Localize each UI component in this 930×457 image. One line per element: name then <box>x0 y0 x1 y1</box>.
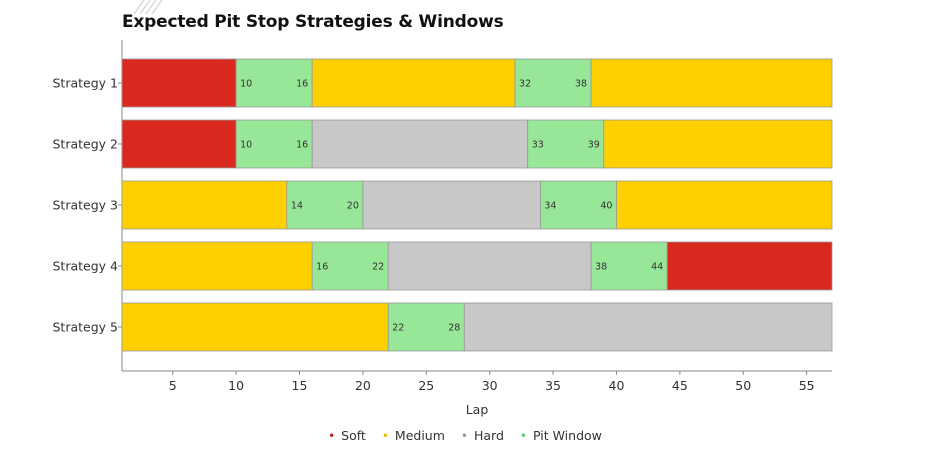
pit-window-start-label: 33 <box>532 140 544 151</box>
x-tick-label: 50 <box>735 378 751 393</box>
pit-window-end-label: 22 <box>372 262 384 273</box>
bar-segment-soft <box>666 241 833 291</box>
bar-segment-pit <box>527 119 605 169</box>
bar-segment-pit <box>286 180 364 230</box>
pit-window-start-label: 34 <box>544 201 556 212</box>
pit-window-start-label: 10 <box>240 79 252 90</box>
bar-segment-soft <box>121 58 237 108</box>
legend: • Soft • Medium • Hard • Pit Window <box>0 428 930 443</box>
y-tick-label: Strategy 4 <box>53 259 119 274</box>
pit-window-end-label: 16 <box>296 79 308 90</box>
pit-window-end-label: 28 <box>448 323 460 334</box>
legend-dot-medium-icon: • <box>381 428 389 443</box>
pit-window-start-label: 32 <box>519 79 531 90</box>
legend-label-pit-window: Pit Window <box>532 428 602 443</box>
x-tick-label: 5 <box>169 378 177 393</box>
stripes-decoration <box>134 0 163 14</box>
y-tick-label: Strategy 3 <box>53 198 119 213</box>
pit-window-end-label: 44 <box>651 262 663 273</box>
x-tick-label: 25 <box>418 378 434 393</box>
legend-item-soft[interactable]: • Soft <box>328 428 366 443</box>
pit-window-end-label: 16 <box>296 140 308 151</box>
legend-label-hard: Hard <box>473 428 504 443</box>
pit-window-start-label: 22 <box>392 323 404 334</box>
pit-window-end-label: 38 <box>575 79 587 90</box>
y-tick-label: Strategy 5 <box>53 320 119 335</box>
bar-segment-hard <box>387 241 592 291</box>
pit-window-end-label: 40 <box>600 201 612 212</box>
pit-window-end-label: 20 <box>347 201 359 212</box>
bar-segment-pit <box>387 302 465 352</box>
x-tick-label: 30 <box>482 378 498 393</box>
y-tick-label: Strategy 2 <box>53 137 119 152</box>
x-tick-label: 35 <box>545 378 561 393</box>
pit-window-start-label: 10 <box>240 140 252 151</box>
x-tick-label: 10 <box>228 378 244 393</box>
bar-segment-medium <box>616 180 833 230</box>
x-tick-label: 15 <box>292 378 308 393</box>
bar-segment-medium <box>603 119 833 169</box>
legend-dot-soft-icon: • <box>328 428 336 443</box>
x-axis-label: Lap <box>466 402 489 417</box>
bar-segment-medium <box>590 58 833 108</box>
bar-segment-medium <box>121 180 288 230</box>
bar-segment-pit <box>514 58 592 108</box>
pit-window-start-label: 16 <box>316 262 328 273</box>
bar-segment-pit <box>235 58 313 108</box>
bar-segment-hard <box>311 119 529 169</box>
pit-window-start-label: 14 <box>291 201 303 212</box>
bar-segment-medium <box>121 302 389 352</box>
legend-item-pit-window[interactable]: • Pit Window <box>520 428 602 443</box>
legend-dot-hard-icon: • <box>460 428 468 443</box>
x-tick-label: 55 <box>799 378 815 393</box>
bar-segment-medium <box>121 241 313 291</box>
legend-dot-pit-icon: • <box>519 428 527 443</box>
x-tick-label: 45 <box>672 378 688 393</box>
legend-label-soft: Soft <box>341 428 366 443</box>
bar-segment-pit <box>539 180 617 230</box>
bar-segment-medium <box>311 58 516 108</box>
y-tick-label: Strategy 1 <box>53 76 119 91</box>
legend-item-hard[interactable]: • Hard <box>461 428 504 443</box>
pit-window-start-label: 38 <box>595 262 607 273</box>
bar-segment-pit <box>590 241 668 291</box>
bar-segment-hard <box>362 180 541 230</box>
x-tick-label: 40 <box>609 378 625 393</box>
bar-segment-soft <box>121 119 237 169</box>
bar-segment-hard <box>463 302 833 352</box>
x-tick-label: 20 <box>355 378 371 393</box>
pit-window-end-label: 39 <box>588 140 600 151</box>
legend-item-medium[interactable]: • Medium <box>382 428 445 443</box>
bar-segment-pit <box>311 241 389 291</box>
chart-title: Expected Pit Stop Strategies & Windows <box>122 12 504 32</box>
legend-label-medium: Medium <box>394 428 445 443</box>
